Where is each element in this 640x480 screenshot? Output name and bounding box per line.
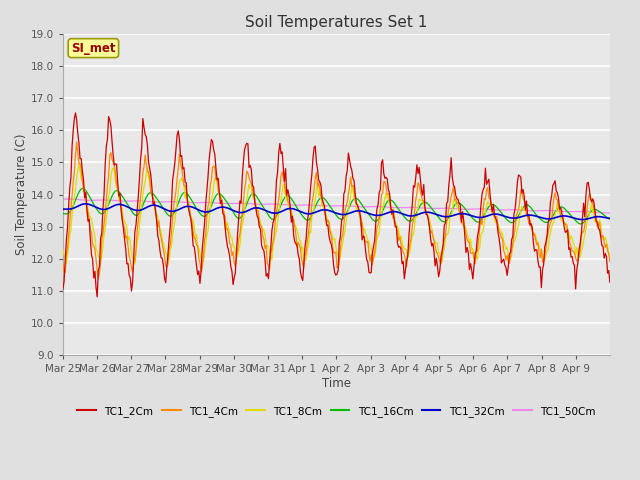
- TC1_32Cm: [82, 201, 90, 207]
- TC1_50Cm: [606, 210, 614, 216]
- TC1_16Cm: [291, 201, 299, 207]
- Line: TC1_50Cm: TC1_50Cm: [63, 199, 610, 213]
- TC1_2Cm: [232, 270, 239, 276]
- TC1_4Cm: [558, 214, 566, 220]
- TC1_32Cm: [59, 206, 67, 212]
- TC1_16Cm: [606, 216, 614, 222]
- TC1_4Cm: [367, 252, 375, 258]
- TC1_8Cm: [75, 162, 83, 168]
- TC1_8Cm: [367, 246, 375, 252]
- TC1_4Cm: [95, 276, 102, 282]
- TC1_50Cm: [556, 208, 563, 214]
- TC1_16Cm: [79, 185, 86, 191]
- TC1_8Cm: [59, 246, 67, 252]
- TC1_8Cm: [131, 261, 139, 267]
- TC1_50Cm: [365, 204, 372, 210]
- Y-axis label: Soil Temperature (C): Soil Temperature (C): [15, 134, 28, 255]
- TC1_2Cm: [606, 279, 614, 285]
- TC1_32Cm: [606, 216, 614, 221]
- TC1_16Cm: [462, 207, 470, 213]
- TC1_2Cm: [367, 269, 375, 275]
- TC1_16Cm: [577, 221, 584, 227]
- TC1_50Cm: [461, 206, 468, 212]
- TC1_32Cm: [462, 211, 470, 217]
- TC1_2Cm: [59, 287, 67, 292]
- TC1_50Cm: [290, 202, 298, 208]
- TC1_4Cm: [59, 262, 67, 267]
- TC1_32Cm: [557, 213, 564, 219]
- TC1_2Cm: [93, 294, 101, 300]
- Title: Soil Temperatures Set 1: Soil Temperatures Set 1: [245, 15, 428, 30]
- TC1_32Cm: [230, 208, 238, 214]
- TC1_8Cm: [394, 224, 401, 229]
- TC1_8Cm: [463, 231, 471, 237]
- TC1_2Cm: [558, 211, 566, 216]
- TC1_50Cm: [59, 196, 67, 202]
- X-axis label: Time: Time: [322, 377, 351, 390]
- TC1_16Cm: [392, 203, 400, 209]
- TC1_4Cm: [73, 139, 81, 145]
- TC1_32Cm: [366, 211, 374, 217]
- TC1_16Cm: [366, 214, 374, 219]
- TC1_8Cm: [232, 249, 239, 255]
- TC1_4Cm: [463, 237, 471, 243]
- TC1_4Cm: [606, 259, 614, 264]
- TC1_2Cm: [463, 245, 471, 251]
- TC1_32Cm: [392, 209, 400, 215]
- TC1_8Cm: [606, 252, 614, 258]
- TC1_4Cm: [232, 264, 239, 270]
- Line: TC1_8Cm: TC1_8Cm: [63, 165, 610, 264]
- TC1_2Cm: [292, 241, 300, 247]
- Line: TC1_4Cm: TC1_4Cm: [63, 142, 610, 279]
- TC1_8Cm: [558, 218, 566, 224]
- Line: TC1_16Cm: TC1_16Cm: [63, 188, 610, 224]
- TC1_4Cm: [394, 228, 401, 234]
- TC1_4Cm: [292, 232, 300, 238]
- TC1_16Cm: [557, 204, 564, 210]
- Line: TC1_2Cm: TC1_2Cm: [63, 113, 610, 297]
- Legend: TC1_2Cm, TC1_4Cm, TC1_8Cm, TC1_16Cm, TC1_32Cm, TC1_50Cm: TC1_2Cm, TC1_4Cm, TC1_8Cm, TC1_16Cm, TC1…: [73, 402, 600, 421]
- TC1_8Cm: [292, 224, 300, 229]
- TC1_2Cm: [72, 110, 79, 116]
- TC1_50Cm: [229, 201, 237, 206]
- Text: SI_met: SI_met: [71, 42, 116, 55]
- TC1_32Cm: [291, 206, 299, 212]
- TC1_2Cm: [394, 241, 401, 247]
- Line: TC1_32Cm: TC1_32Cm: [63, 204, 610, 219]
- TC1_16Cm: [230, 211, 238, 217]
- TC1_50Cm: [392, 205, 399, 211]
- TC1_32Cm: [579, 216, 586, 222]
- TC1_16Cm: [59, 211, 67, 216]
